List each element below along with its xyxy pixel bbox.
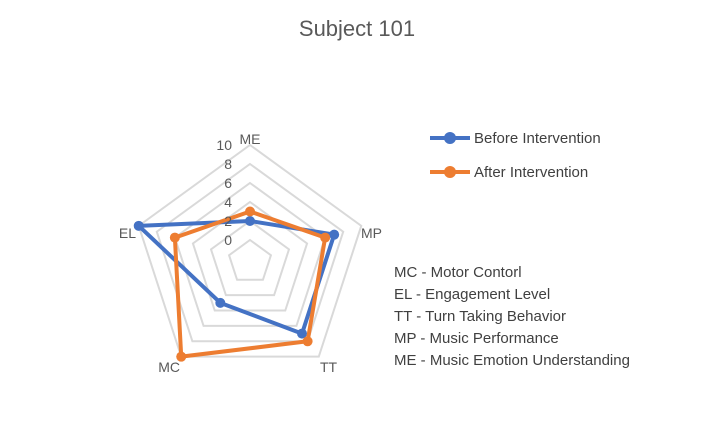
grid-ring-8: [155, 162, 345, 343]
series-1-point-ME: [245, 206, 255, 217]
grid-ring-0: [227, 238, 273, 281]
chart-title: Subject 101: [298, 16, 416, 41]
series-1-point-MP: [320, 232, 331, 243]
grid-ring-2: [209, 219, 291, 297]
radar-grid: [137, 143, 363, 358]
tick-label-2: 2: [224, 213, 232, 229]
series-line-1: [172, 209, 328, 359]
series-0-point-EL: [133, 220, 144, 231]
grid-ring-6: [173, 181, 327, 327]
series-line-0: [136, 219, 337, 336]
axis-label-tt: TT: [320, 359, 338, 375]
legend-label-before: Before Intervention: [474, 129, 601, 147]
note-el: EL - Engagement Level: [394, 286, 551, 303]
axis-label-mp: MP: [361, 225, 382, 241]
tick-label-4: 4: [224, 194, 232, 210]
note-mc: MC - Motor Contorl: [394, 264, 522, 281]
series-0-point-TT: [297, 328, 308, 339]
abbreviation-notes: MC - Motor Contorl EL - Engagement Level…: [394, 262, 630, 372]
legend-item-after: After Intervention: [430, 162, 588, 182]
note-mp: MP - Music Performance: [394, 330, 559, 347]
tick-label-10: 10: [216, 137, 232, 153]
grid-ring-10: [137, 143, 363, 358]
legend-swatch-before: [430, 128, 470, 148]
legend-swatch-after: [430, 162, 470, 182]
tick-label-8: 8: [224, 156, 232, 172]
legend-item-before: Before Intervention: [430, 128, 601, 148]
series-1-point-EL: [169, 232, 180, 243]
series-0-point-MC: [215, 297, 226, 308]
note-me: ME - Music Emotion Understanding: [394, 352, 630, 369]
radar-labels: 0 2 4 6 8 10 ME MP TT MC EL: [119, 131, 382, 375]
note-tt: TT - Turn Taking Behavior: [394, 308, 567, 325]
series-1-point-TT: [302, 336, 313, 347]
radar-series: [133, 206, 340, 362]
grid-ring-4: [191, 200, 309, 312]
tick-label-6: 6: [224, 175, 232, 191]
series-0-point-MP: [329, 229, 340, 240]
tick-label-0: 0: [224, 232, 232, 248]
series-1-point-MC: [176, 351, 187, 362]
legend-label-after: After Intervention: [474, 163, 589, 181]
axis-label-me: ME: [240, 131, 261, 147]
series-0-point-ME: [245, 216, 255, 226]
axis-label-mc: MC: [158, 359, 180, 375]
axis-label-el: EL: [119, 225, 136, 241]
